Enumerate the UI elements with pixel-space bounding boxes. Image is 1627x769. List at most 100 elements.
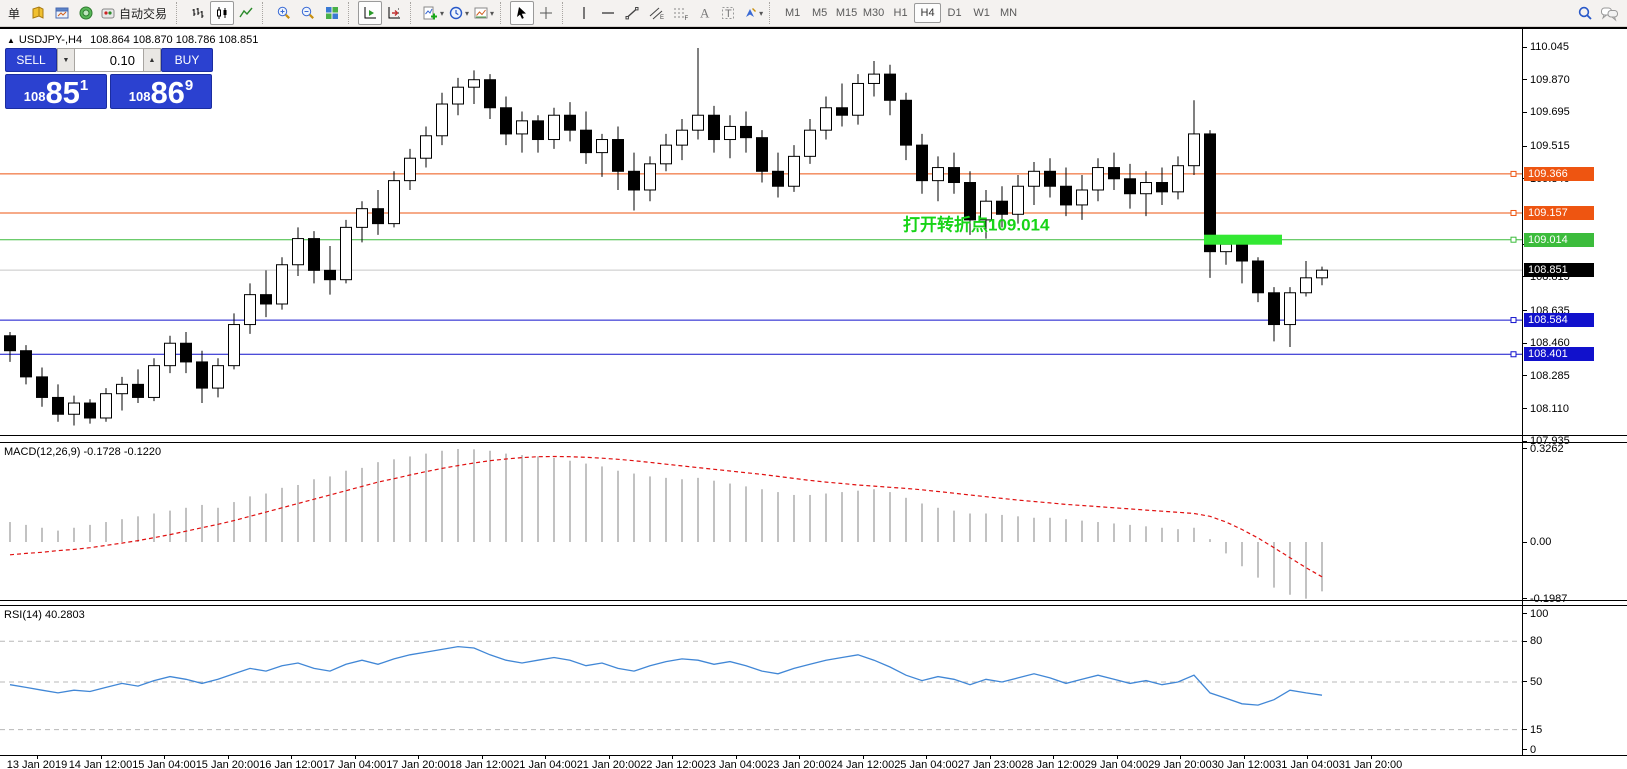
time-axis-tick [1307,756,1308,759]
macd-pane-label: MACD(12,26,9) -0.1728 -0.1220 [4,446,161,458]
zoom-in-button[interactable] [272,1,296,25]
chart-window-button[interactable] [50,1,74,25]
time-axis-tick [481,756,483,759]
timeframe-button-h4[interactable]: H4 [914,3,942,23]
vertical-line-button[interactable] [572,1,596,25]
timeframe-button-m1[interactable]: M1 [784,7,801,19]
sell-price-button[interactable]: 108 85 1 [5,74,107,109]
candlestick-chart-button[interactable] [210,1,235,25]
trendline-button[interactable] [620,1,644,25]
timeframe-button-m30[interactable]: M30 [862,7,885,19]
buy-price-button[interactable]: 108 86 9 [110,74,212,109]
candle-down [1268,292,1280,326]
arrows-icon [742,5,758,21]
volume-increase-button[interactable]: ▲ [143,48,161,72]
candle-down [1124,178,1136,195]
price-chart-pane[interactable]: 打开转折点109.014 [0,33,1522,435]
macd-histogram-bar [361,467,363,543]
timeframe-button-mn[interactable]: MN [1000,7,1018,19]
candle-up [692,114,704,131]
equidistant-channel-button[interactable]: E [644,1,668,25]
macd-title: MACD(12,26,9) [4,446,81,458]
bar-chart-button[interactable] [186,1,210,25]
timeframe-button-w1[interactable]: W1 [973,7,990,19]
candle-up [164,342,176,367]
auto-scroll-button[interactable] [358,1,383,25]
toolbar: 单 自动交易 [0,0,1627,27]
horizontal-line-button[interactable] [596,1,620,25]
cursor-button[interactable] [510,1,535,25]
price-line-badge: 109.366 [1524,166,1594,181]
market-watch-button[interactable] [74,1,98,25]
macd-histogram-bar [649,476,651,543]
label-icon: T [720,5,736,21]
vline-icon [576,5,592,21]
crosshair-button[interactable] [534,1,558,25]
line-endpoint-handle [1510,236,1517,243]
pane-divider[interactable] [0,600,1627,606]
macd-histogram-bar [377,462,379,543]
buy-button[interactable]: BUY [161,48,213,72]
one-click-trading-panel: SELL ▼ 0.10 ▲ BUY 108 85 1 108 86 9 [5,48,213,109]
pane-divider[interactable] [0,435,1627,443]
fibonacci-button[interactable]: F [668,1,692,25]
macd-histogram-bar [777,492,779,543]
candle-up [724,125,736,141]
price-axis[interactable]: 110.045109.870109.695109.515109.340108.9… [1522,29,1627,756]
candle-up [548,114,560,141]
periods-button[interactable]: ▾ [446,1,471,25]
time-axis-label: 28 Jan 12:00 [1021,759,1085,769]
templates-button[interactable]: ▾ [471,1,496,25]
macd-histogram-bar [41,527,43,543]
zoom-out-button[interactable] [296,1,320,25]
line-endpoint-handle [1510,209,1517,216]
macd-histogram-bar [681,479,683,543]
chevron-down-icon: ▾ [759,8,764,18]
candles-icon [214,5,230,21]
book-icon-button[interactable] [26,1,50,25]
macd-histogram-bar [265,493,267,543]
time-axis-tick [799,756,800,759]
bars-icon [190,5,206,21]
candle-down [532,120,544,141]
macd-indicator-pane[interactable] [0,443,1522,600]
fibo-icon: F [672,5,689,21]
indicators-button[interactable]: ▾ [420,1,446,25]
chat-button[interactable] [1597,1,1621,25]
candle-down [260,294,272,305]
candle-down [324,269,336,281]
rsi-indicator-pane[interactable] [0,606,1522,755]
text-label-button[interactable]: T [716,1,740,25]
line-chart-button[interactable] [234,1,258,25]
time-axis[interactable]: 13 Jan 2019 14 Jan 12:00 15 Jan 04:00 15 Ja… [0,755,1627,769]
search-button[interactable] [1573,1,1597,25]
candle-up [644,163,656,191]
axis-tick-label: 80 [1530,635,1543,648]
axis-tick-dash [1523,46,1527,48]
timeframe-button-m5[interactable]: M5 [811,7,828,19]
axis-tick-label: 0.3262 [1530,442,1564,455]
volume-input[interactable]: 0.10 [75,48,143,72]
new-order-button[interactable]: 单 [2,1,26,25]
macd-histogram-bar [137,516,139,543]
time-axis-tick [100,756,102,759]
time-axis-tick [1180,756,1181,759]
timeframe-button-d1[interactable]: D1 [947,7,962,19]
autotrade-button[interactable]: 自动交易 [98,1,172,25]
chart-shift-button[interactable] [382,1,406,25]
arrows-button[interactable]: ▾ [740,1,765,25]
timeframe-button-m15[interactable]: M15 [835,7,858,19]
macd-histogram-bar [825,493,827,543]
sell-button[interactable]: SELL [5,48,57,72]
axis-tick-label: 110.045 [1530,41,1569,54]
timeframe-button-h1[interactable]: H1 [893,7,908,19]
macd-histogram-bar [153,513,155,543]
candle-down [1236,243,1248,262]
macd-histogram-bar [169,510,171,543]
buy-price-figure: 108 [128,89,151,104]
text-button[interactable]: A [692,1,716,25]
macd-histogram-bar [873,489,875,543]
volume-decrease-button[interactable]: ▼ [57,48,75,72]
candle-down [180,342,192,363]
tile-windows-button[interactable] [320,1,344,25]
